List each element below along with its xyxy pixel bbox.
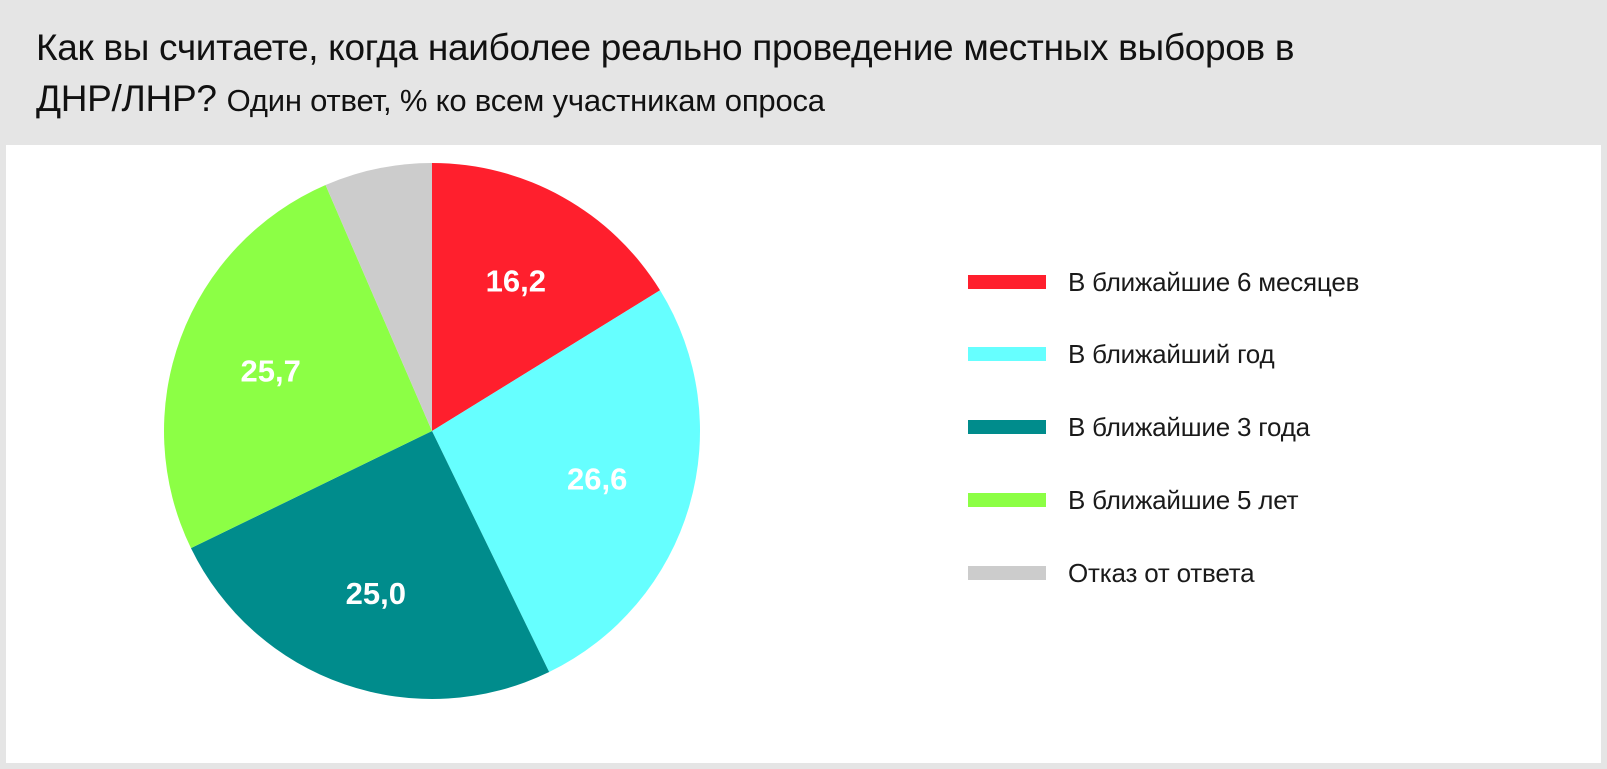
slice-label-5-years: 25,7 <box>241 354 301 389</box>
legend-label-refusal: Отказ от ответа <box>1068 557 1255 588</box>
title-line-2: ДНР/ЛНР? Один ответ, % ко всем участника… <box>36 73 1573 126</box>
legend-swatch-5-years <box>968 493 1046 507</box>
pie-slice-1-year <box>432 290 700 673</box>
slice-label-6-months: 16,2 <box>486 263 546 298</box>
pie-slice-refusal <box>325 163 432 431</box>
legend-swatch-3-years <box>968 420 1046 434</box>
legend-label-6-months: В ближайшие 6 месяцев <box>1068 266 1360 297</box>
title-line-1: Как вы считаете, когда наиболее реально … <box>36 22 1573 73</box>
legend-label-1-year: В ближайший год <box>1068 338 1275 369</box>
chart-title-part2: ДНР/ЛНР? <box>36 78 217 119</box>
slice-label-1-year: 26,6 <box>567 461 627 496</box>
legend-label-3-years: В ближайшие 3 года <box>1068 411 1310 442</box>
chart-title-part1: Как вы считаете, когда наиболее реально … <box>36 27 1295 68</box>
legend-item-5-years: В ближайшие 5 лет <box>968 480 1299 520</box>
chart-panel: 16,2 26,6 25,0 25,7 В ближайшие 6 месяцев В… <box>6 145 1601 763</box>
pie-chart: 16,2 26,6 25,0 25,7 <box>163 163 700 699</box>
legend-item-refusal: Отказ от ответа <box>968 553 1255 593</box>
legend-item-1-year: В ближайший год <box>968 334 1275 374</box>
legend-swatch-refusal <box>968 566 1046 580</box>
legend-item-3-years: В ближайшие 3 года <box>968 407 1310 447</box>
chart-subtitle: Один ответ, % ко всем участникам опроса <box>226 83 825 118</box>
legend-swatch-1-year <box>968 347 1046 361</box>
legend-item-6-months: В ближайшие 6 месяцев <box>968 262 1359 302</box>
legend-label-5-years: В ближайшие 5 лет <box>1068 484 1299 515</box>
chart-header: Как вы считаете, когда наиболее реально … <box>0 0 1607 145</box>
pie-slice-3-years <box>190 431 550 699</box>
legend: В ближайшие 6 месяцев В ближайший год В … <box>968 145 1568 763</box>
legend-swatch-6-months <box>968 275 1046 289</box>
slice-label-3-years: 25,0 <box>346 576 406 611</box>
pie-slice-5-years <box>163 185 432 549</box>
pie-slice-6-months <box>432 163 661 431</box>
